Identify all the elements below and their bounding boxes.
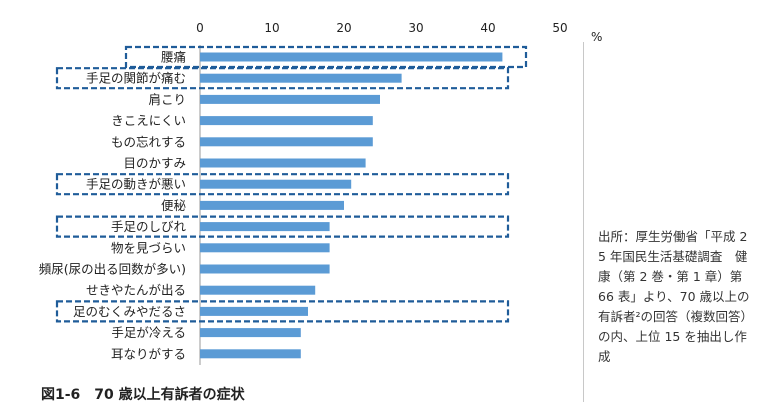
category-label: 足のむくみやだるさ	[73, 304, 186, 319]
bar	[200, 116, 373, 126]
category-label: もの忘れする	[111, 134, 186, 149]
highlight-box	[55, 215, 510, 238]
category-label: 腰痛	[161, 50, 186, 65]
bar	[200, 328, 301, 338]
divider-line	[583, 42, 584, 402]
x-tick-label: 0	[196, 21, 204, 35]
bar	[200, 243, 330, 253]
bar	[200, 200, 344, 210]
category-label: 肩こり	[148, 92, 186, 107]
category-label: 物を見づらい	[111, 240, 186, 255]
category-label: 耳なりがする	[111, 346, 186, 361]
x-tick-label: 50	[552, 21, 567, 35]
x-tick-label: 30	[408, 21, 423, 35]
bar	[200, 73, 402, 83]
category-label: 便秘	[161, 198, 187, 213]
highlight-box	[124, 45, 528, 69]
bar	[200, 222, 330, 232]
bar	[200, 179, 352, 189]
bar	[200, 52, 503, 62]
bar	[200, 285, 316, 295]
category-label: きこえにくい	[111, 113, 186, 128]
figure-caption: 図1-6 70 歳以上有訴者の症状	[41, 387, 245, 403]
bar	[200, 349, 301, 359]
source-note: 出所：厚生労働省「平成 25 年国民生活基礎調査 健康（第 2 巻・第 1 章）…	[598, 229, 754, 364]
category-label: 頻尿(尿の出る回数が多い)	[39, 262, 186, 277]
highlight-box	[55, 173, 510, 196]
category-label: 目のかすみ	[123, 156, 186, 171]
x-tick-label: 10	[264, 21, 279, 35]
bar-chart: 0 10 20 30 40 50 腰痛手足の関節が痛む肩こりきこえにくいもの忘れする目のかす…	[39, 21, 568, 365]
category-label: 手足が冷える	[111, 325, 186, 340]
category-label: 手足のしびれ	[111, 219, 187, 234]
highlight-box	[55, 67, 510, 90]
bar	[200, 158, 366, 168]
highlight-box	[55, 300, 510, 323]
bar	[200, 306, 308, 316]
x-tick-label: 40	[480, 21, 495, 35]
bar	[200, 264, 330, 274]
x-tick-label: 20	[336, 21, 351, 35]
bar	[200, 94, 380, 104]
unit-label: %	[591, 30, 603, 44]
category-label: せきやたんが出る	[86, 283, 186, 298]
category-label: 手足の関節が痛む	[86, 71, 186, 86]
category-label: 手足の動きが悪い	[86, 177, 186, 192]
bar	[200, 137, 373, 147]
